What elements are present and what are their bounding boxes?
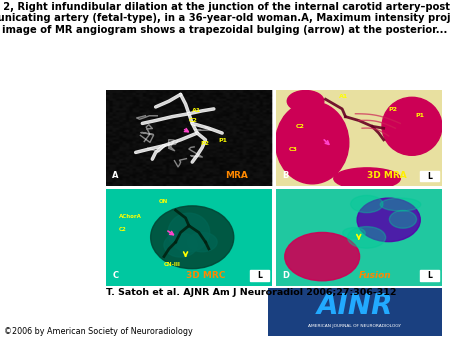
Text: A1: A1 <box>192 108 202 113</box>
Text: C2: C2 <box>189 118 198 123</box>
Bar <box>420 270 439 281</box>
Text: P2: P2 <box>201 141 210 146</box>
Text: P2: P2 <box>389 107 398 112</box>
Text: C2: C2 <box>296 124 305 129</box>
Ellipse shape <box>164 233 197 257</box>
Text: C2: C2 <box>119 227 127 233</box>
Text: CN-III: CN-III <box>164 262 181 267</box>
Ellipse shape <box>334 168 400 189</box>
Text: C3: C3 <box>289 147 298 152</box>
Text: P1: P1 <box>415 113 424 118</box>
Ellipse shape <box>342 227 365 238</box>
Text: 3D MRA: 3D MRA <box>367 171 407 180</box>
Text: MRA: MRA <box>225 171 248 180</box>
Text: P1: P1 <box>219 138 228 143</box>
Text: A: A <box>112 171 119 180</box>
Bar <box>420 171 439 182</box>
Text: Fusion: Fusion <box>359 271 392 280</box>
Text: L: L <box>427 172 432 180</box>
Text: L: L <box>427 271 432 280</box>
Ellipse shape <box>382 97 442 155</box>
Text: AMERICAN JOURNAL OF NEURORADIOLOGY: AMERICAN JOURNAL OF NEURORADIOLOGY <box>308 324 401 328</box>
Ellipse shape <box>187 233 217 252</box>
Text: D: D <box>282 271 289 280</box>
Text: ©2006 by American Society of Neuroradiology: ©2006 by American Society of Neuroradiol… <box>4 327 193 336</box>
Text: 3D MRC: 3D MRC <box>185 271 225 280</box>
Text: AChorA: AChorA <box>119 214 142 219</box>
Ellipse shape <box>275 102 349 184</box>
Ellipse shape <box>151 206 234 269</box>
Text: Case 2, Right infundibular dilation at the junction of the internal carotid arte: Case 2, Right infundibular dilation at t… <box>0 2 450 35</box>
Ellipse shape <box>347 226 386 248</box>
Ellipse shape <box>285 233 360 281</box>
Text: AINR: AINR <box>317 292 393 320</box>
Text: L: L <box>257 271 262 280</box>
Text: T. Satoh et al. AJNR Am J Neuroradiol 2006;27:306-312: T. Satoh et al. AJNR Am J Neuroradiol 20… <box>106 288 396 297</box>
Text: ON: ON <box>159 199 168 204</box>
Ellipse shape <box>389 211 417 228</box>
Bar <box>250 270 269 281</box>
Ellipse shape <box>168 213 210 252</box>
Ellipse shape <box>380 198 421 211</box>
Text: B: B <box>282 171 288 180</box>
Text: C: C <box>112 271 118 280</box>
Ellipse shape <box>351 195 383 213</box>
Ellipse shape <box>287 91 324 112</box>
Text: A1: A1 <box>339 94 348 99</box>
Ellipse shape <box>357 198 420 242</box>
